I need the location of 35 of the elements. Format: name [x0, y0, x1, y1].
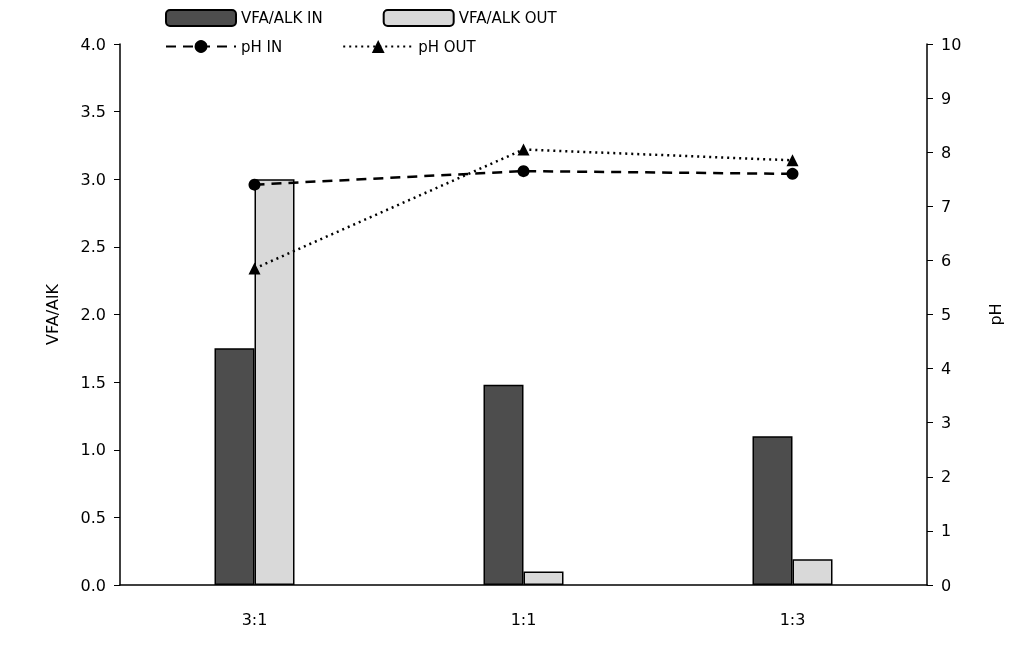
y-tick-label: 4.0: [80, 34, 106, 54]
y2-tick-label: 6: [941, 250, 952, 270]
point: [517, 165, 530, 178]
y-axis-title: VFA/AlK: [42, 283, 62, 345]
y2-tick-label: 9: [941, 88, 952, 108]
y2-tick-label: 10: [941, 34, 962, 54]
point: [248, 178, 261, 191]
legend-label: VFA/ALK OUT: [458, 9, 558, 27]
point: [248, 262, 261, 275]
y2-tick-label: 4: [941, 359, 952, 379]
y-tick-label: 2.0: [80, 305, 106, 324]
y2-tick-label: 5: [941, 305, 952, 324]
x-tick-label: 3:1: [241, 609, 268, 629]
y-tick-label: 1.5: [80, 372, 106, 392]
point: [786, 154, 799, 167]
point: [786, 167, 799, 180]
legend-label: pH IN: [241, 37, 283, 56]
y-tick-label: 0.0: [80, 575, 106, 595]
y-tick-label: 1.0: [80, 440, 106, 460]
legend-label: VFA/ALK IN: [241, 9, 323, 27]
x-tick-label: 1:1: [510, 609, 537, 629]
y-tick-label: 3.0: [80, 169, 106, 189]
point: [517, 143, 530, 156]
x-tick-label: 1:3: [779, 609, 806, 629]
y-tick-label: 0.5: [80, 507, 106, 527]
y-tick-label: 3.5: [80, 102, 106, 122]
y-tick-label: 2.5: [80, 237, 106, 257]
y2-tick-label: 2: [941, 467, 952, 487]
y2-tick-label: 1: [941, 521, 952, 541]
legend-label: pH OUT: [418, 37, 477, 56]
y2-axis-title: pH: [985, 303, 1005, 326]
y2-tick-label: 7: [941, 196, 952, 216]
y2-tick-label: 8: [941, 142, 952, 162]
y2-tick-label: 0: [941, 575, 952, 595]
y2-tick-label: 3: [941, 413, 952, 433]
